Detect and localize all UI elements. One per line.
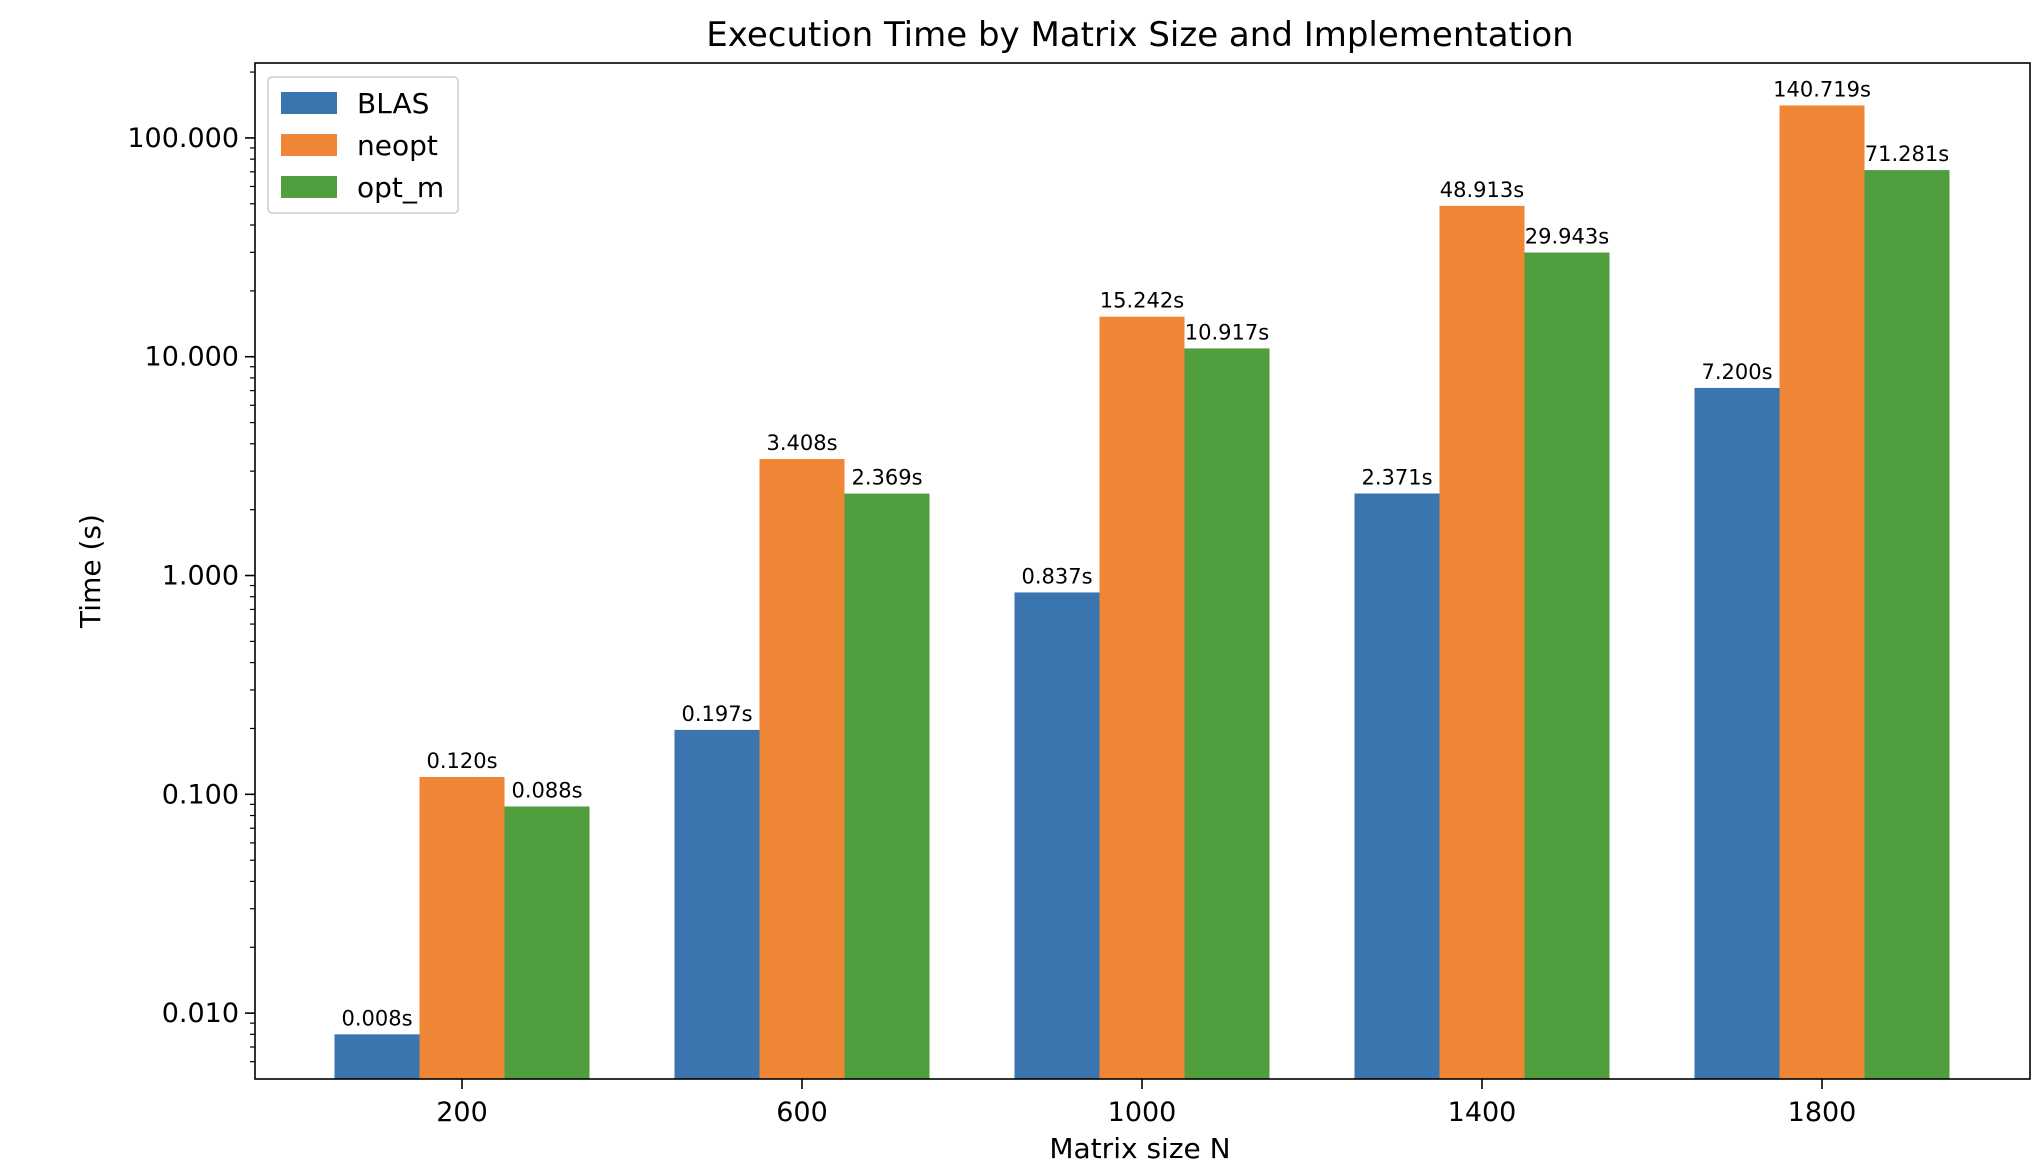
bar-BLAS-1000 (1014, 592, 1100, 1079)
bar-neopt-1000 (1099, 316, 1185, 1079)
bar-BLAS-200 (334, 1034, 420, 1079)
chart-title: Execution Time by Matrix Size and Implem… (706, 15, 1573, 55)
bar-opt_m-600 (844, 493, 930, 1079)
bar-BLAS-600 (674, 729, 760, 1079)
legend-swatch-neopt (281, 134, 337, 156)
data-label: 15.242s (1100, 289, 1184, 313)
data-label: 2.369s (851, 466, 922, 490)
legend-label-neopt: neopt (357, 129, 438, 162)
bar-neopt-200 (419, 777, 505, 1079)
y-tick-label: 0.010 (162, 998, 239, 1029)
y-tick-label: 100.000 (127, 123, 239, 154)
bar-neopt-1800 (1779, 105, 1865, 1080)
bar-neopt-600 (759, 459, 845, 1079)
data-label: 0.120s (426, 749, 497, 773)
bar-opt_m-1400 (1524, 252, 1610, 1080)
y-tick-label: 10.000 (145, 342, 239, 373)
legend-label-opt_m: opt_m (357, 171, 444, 204)
x-axis: 200 600 1000 1400 1800 (436, 1079, 1856, 1128)
data-label: 10.917s (1185, 320, 1269, 344)
data-label: 140.719s (1773, 77, 1871, 101)
bar-opt_m-200 (504, 806, 590, 1079)
data-label: 2.371s (1361, 465, 1432, 489)
x-tick-label: 600 (776, 1097, 828, 1128)
data-label: 7.200s (1701, 360, 1772, 384)
data-label: 0.197s (681, 702, 752, 726)
data-label: 3.408s (766, 431, 837, 455)
x-tick-label: 1400 (1448, 1097, 1517, 1128)
data-label: 0.088s (511, 778, 582, 802)
y-tick-label: 0.100 (162, 779, 239, 810)
y-axis: 0.010 0.100 1.000 10.000 100.000 (127, 71, 255, 1063)
y-axis-label: Time (s) (74, 514, 107, 629)
legend-swatch-BLAS (281, 92, 337, 114)
bar-neopt-1400 (1439, 205, 1525, 1079)
bar-BLAS-1800 (1694, 387, 1780, 1079)
bar-BLAS-1400 (1354, 493, 1440, 1079)
x-tick-label: 200 (436, 1097, 488, 1128)
bar-opt_m-1800 (1864, 170, 1950, 1079)
data-label: 0.837s (1021, 564, 1092, 588)
legend: BLAS neopt opt_m (267, 76, 459, 214)
data-label: 0.008s (341, 1006, 412, 1030)
legend-label-BLAS: BLAS (357, 87, 429, 120)
data-label: 71.281s (1865, 142, 1949, 166)
data-label: 48.913s (1440, 178, 1524, 202)
x-tick-label: 1000 (1108, 1097, 1177, 1128)
legend-swatch-opt_m (281, 176, 337, 198)
bars (334, 105, 1950, 1080)
x-axis-label: Matrix size N (1049, 1132, 1230, 1165)
y-tick-label: 1.000 (162, 561, 239, 592)
bar-opt_m-1000 (1184, 348, 1270, 1079)
data-labels: 0.008s 0.120s 0.088s 0.197s 3.408s 2.369s 0.83… (341, 77, 1949, 1030)
data-label: 29.943s (1525, 225, 1609, 249)
x-tick-label: 1800 (1788, 1097, 1857, 1128)
